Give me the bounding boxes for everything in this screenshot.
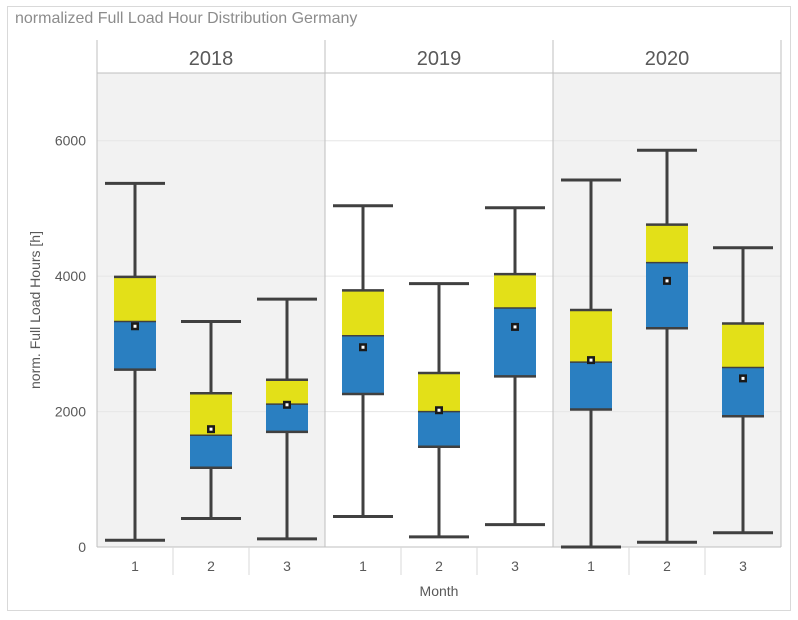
box-lower-2019-m2 (418, 411, 460, 447)
box-upper-2020-m3 (722, 323, 764, 368)
box-lower-2019-m3 (494, 307, 536, 377)
x-tick-label-2018-m2: 2 (207, 558, 215, 574)
x-tick-label-2019-m1: 1 (359, 558, 367, 574)
chart-title: normalized Full Load Hour Distribution G… (15, 10, 358, 27)
box-upper-2019-m3 (494, 274, 536, 308)
x-tick-label-2019-m2: 2 (435, 558, 443, 574)
box-lower-2020-m1 (570, 362, 612, 410)
y-tick-label-2000: 2000 (55, 404, 86, 420)
y-tick-label-0: 0 (78, 539, 86, 555)
panel-label-2019: 2019 (417, 48, 462, 70)
mean-marker-center-2018-m1 (133, 324, 137, 328)
box-lower-2018-m2 (190, 435, 232, 468)
x-tick-label-2020-m1: 1 (587, 558, 595, 574)
box-lower-2020-m2 (646, 262, 688, 329)
x-tick-label-2018-m1: 1 (131, 558, 139, 574)
mean-marker-center-2019-m2 (437, 408, 441, 412)
panel-label-2020: 2020 (645, 48, 690, 70)
x-tick-label-2020-m2: 2 (663, 558, 671, 574)
mean-marker-center-2020-m3 (741, 376, 745, 380)
box-upper-2020-m1 (570, 310, 612, 363)
y-axis-title: norm. Full Load Hours [h] (27, 231, 43, 389)
mean-marker-center-2018-m2 (209, 427, 213, 431)
box-upper-2019-m2 (418, 372, 460, 412)
box-upper-2018-m1 (114, 276, 156, 322)
mean-marker-center-2019-m1 (361, 345, 365, 349)
x-tick-label-2018-m3: 3 (283, 558, 291, 574)
box-upper-2019-m1 (342, 290, 384, 336)
mean-marker-center-2020-m2 (665, 279, 669, 283)
box-upper-2020-m2 (646, 224, 688, 263)
x-tick-label-2020-m3: 3 (739, 558, 747, 574)
mean-marker-center-2019-m3 (513, 325, 517, 329)
panel-header-2020 (553, 40, 781, 73)
panel-header-2018 (97, 40, 325, 73)
x-tick-label-2019-m3: 3 (511, 558, 519, 574)
panel-header-2019 (325, 40, 553, 73)
panel-label-2018: 2018 (189, 48, 234, 70)
y-tick-label-6000: 6000 (55, 133, 86, 149)
y-tick-label-4000: 4000 (55, 268, 86, 284)
box-upper-2018-m3 (266, 379, 308, 405)
mean-marker-center-2020-m1 (589, 358, 593, 362)
x-axis-title: Month (420, 583, 459, 599)
mean-marker-center-2018-m3 (285, 403, 289, 407)
